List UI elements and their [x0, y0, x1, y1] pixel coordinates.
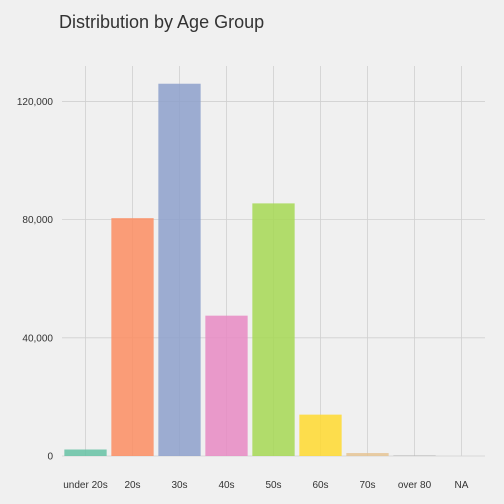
- x-tick-label: 30s: [171, 480, 187, 491]
- bar-over-80: [393, 455, 436, 456]
- bar-70s: [346, 453, 389, 456]
- y-tick-label: 80,000: [22, 215, 53, 226]
- bar-30s: [158, 83, 201, 457]
- x-tick-label: NA: [455, 480, 469, 491]
- y-tick-label: 0: [47, 452, 53, 463]
- y-tick-label: 120,000: [17, 97, 54, 108]
- bar-under-20s: [64, 449, 107, 456]
- bar-20s: [111, 218, 154, 456]
- x-tick-label: 50s: [265, 480, 281, 491]
- x-tick-label: 60s: [312, 480, 328, 491]
- x-tick-label: 40s: [218, 480, 234, 491]
- y-tick-label: 40,000: [22, 333, 53, 344]
- chart-title: Distribution by Age Group: [59, 12, 265, 32]
- x-axis-ticks: under 20s 20s 30s 40s 50s 60s 70s over 80 NA: [63, 480, 469, 491]
- bar-60s: [299, 414, 342, 456]
- x-tick-label: 70s: [359, 480, 375, 491]
- x-tick-label: over 80: [398, 480, 432, 491]
- x-tick-label: under 20s: [63, 480, 107, 491]
- x-tick-label: 20s: [124, 480, 140, 491]
- bar-40s: [205, 315, 248, 456]
- y-axis-ticks: 0 40,000 80,000 120,000: [17, 97, 54, 463]
- bar-50s: [252, 203, 295, 456]
- bars: [64, 83, 436, 457]
